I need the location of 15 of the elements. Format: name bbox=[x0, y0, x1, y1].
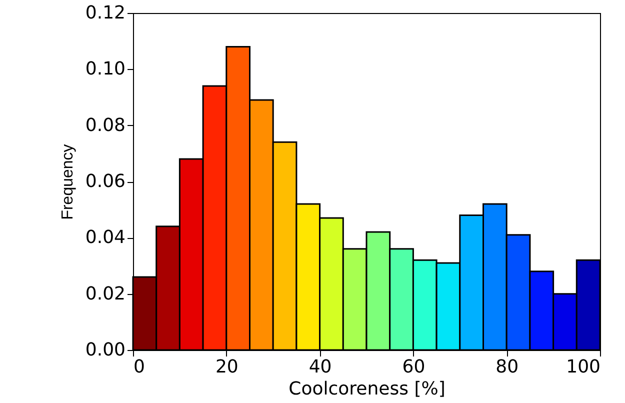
x-tick-label: 40 bbox=[308, 356, 332, 378]
x-tick-label: 60 bbox=[402, 356, 426, 378]
y-tick-label: 0.08 bbox=[85, 114, 126, 136]
x-axis-title: Coolcoreness [%] bbox=[288, 378, 446, 400]
x-tick-label: 100 bbox=[566, 356, 600, 378]
y-tick-label: 0.04 bbox=[85, 227, 126, 248]
y-axis-title: Frequency bbox=[59, 144, 76, 220]
y-tick-label: 0.06 bbox=[85, 171, 126, 192]
y-tick-label: 0.12 bbox=[85, 2, 126, 24]
y-tick-label: 0.00 bbox=[85, 340, 126, 360]
x-tick-label: 80 bbox=[496, 356, 519, 378]
y-tick-label: 0.10 bbox=[85, 58, 126, 80]
y-tick-label: 0.02 bbox=[85, 283, 126, 304]
x-tick-label: 0 bbox=[134, 356, 145, 378]
x-tick-label: 20 bbox=[215, 356, 238, 378]
